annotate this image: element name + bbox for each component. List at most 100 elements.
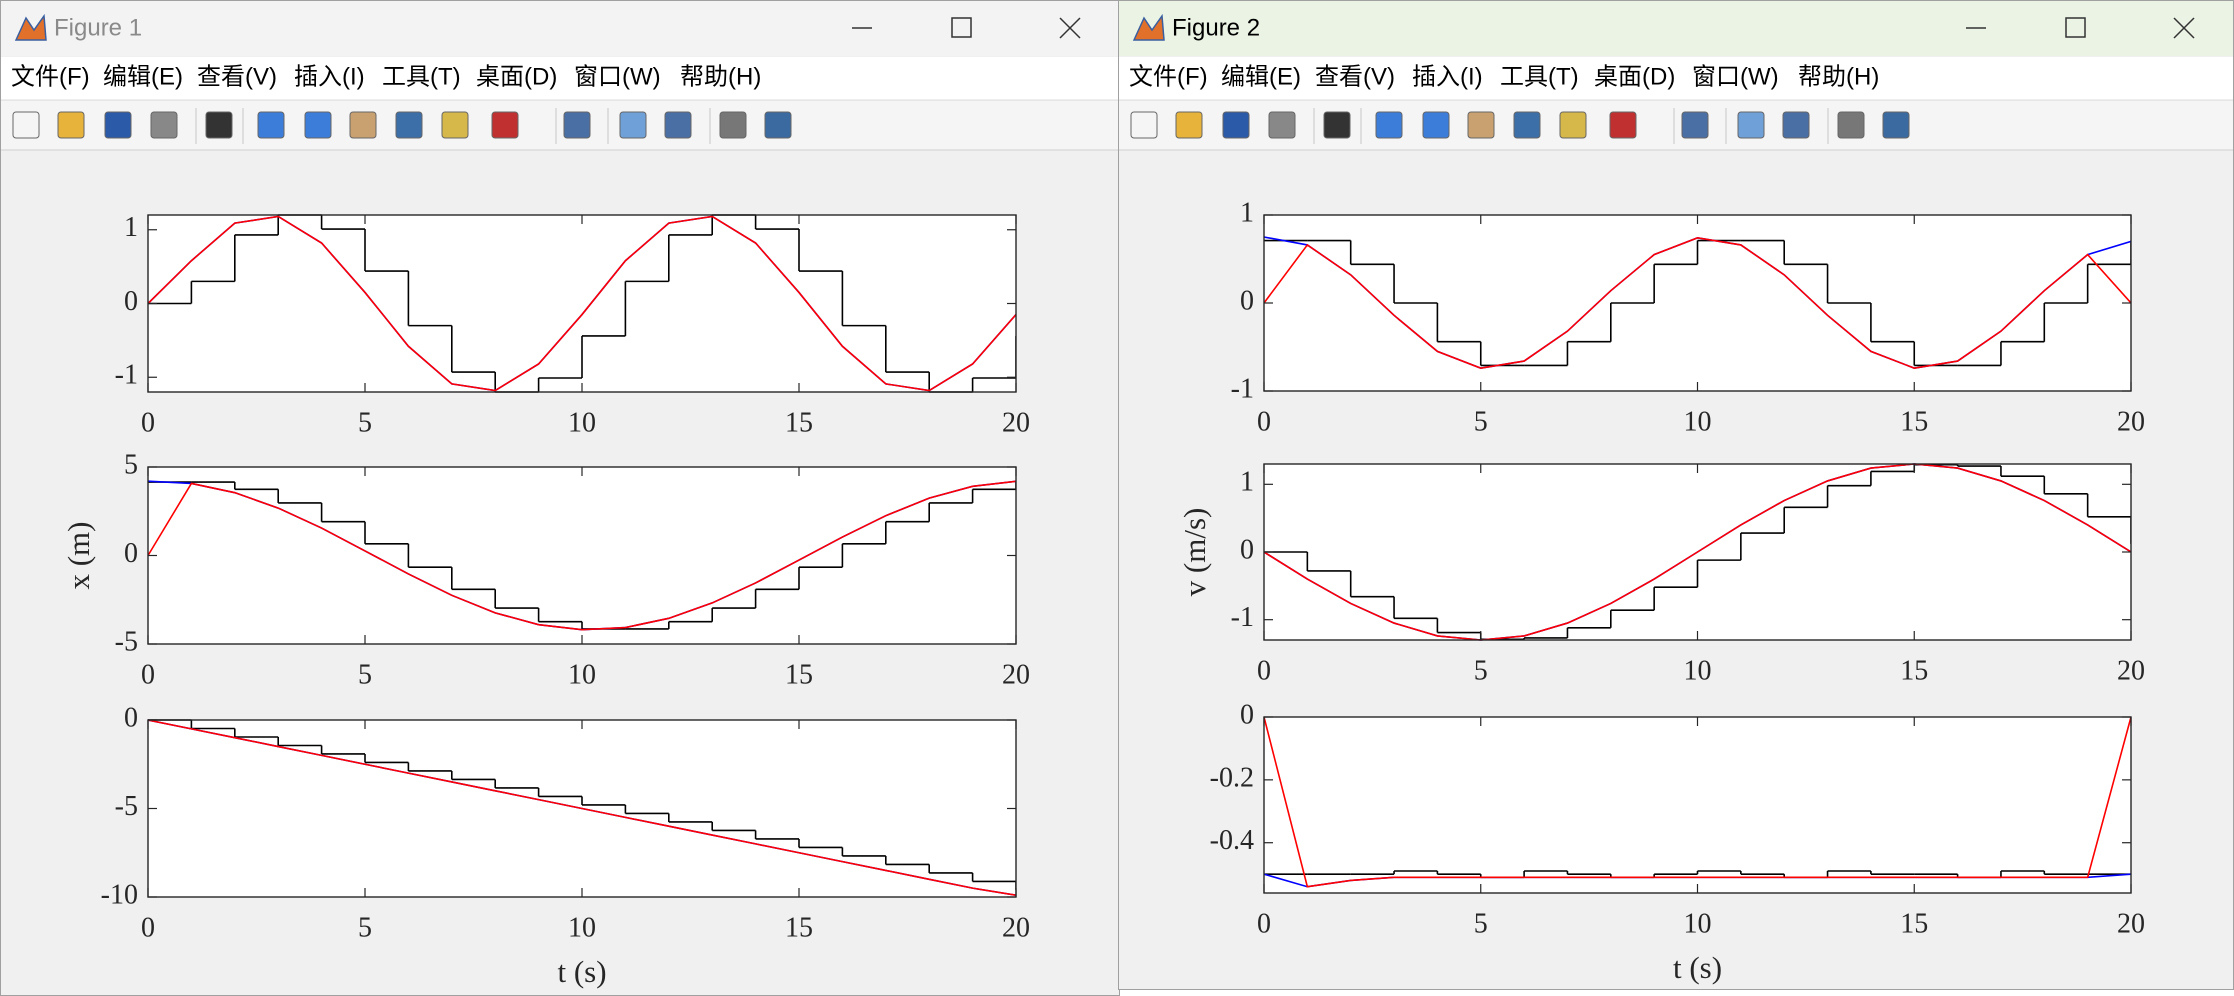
menu-item[interactable]: 帮助(H)	[680, 63, 761, 90]
toolbar-button[interactable]	[1882, 111, 1910, 139]
toolbar-button[interactable]	[1609, 111, 1637, 139]
x-tick-label: 0	[141, 659, 155, 690]
app-icon	[14, 13, 47, 41]
y-tick-label: 1	[1240, 197, 1254, 228]
toolbar-button[interactable]	[1737, 111, 1765, 139]
toolbar	[1119, 101, 2233, 150]
y-tick-label: -1	[1231, 373, 1254, 404]
x-tick-label: 10	[1684, 655, 1712, 686]
data-line	[1264, 463, 2131, 641]
toolbar-button[interactable]	[1837, 111, 1865, 139]
x-tick-label: 5	[1474, 908, 1488, 939]
toolbar-button[interactable]	[304, 111, 332, 139]
toolbar-button[interactable]	[1268, 111, 1296, 139]
menu-item[interactable]: 窗口(W)	[1692, 63, 1779, 90]
y-tick-label: -0.2	[1210, 762, 1254, 793]
menu-bar	[1119, 57, 2233, 100]
menu-item[interactable]: 编辑(E)	[1221, 63, 1301, 90]
toolbar-button[interactable]	[441, 111, 469, 139]
menu-item[interactable]: 编辑(E)	[103, 63, 183, 90]
toolbar-button[interactable]	[12, 111, 40, 139]
menu-item[interactable]: 工具(T)	[382, 63, 461, 90]
toolbar-button[interactable]	[1467, 111, 1495, 139]
toolbar-button[interactable]	[1175, 111, 1203, 139]
toolbar-button[interactable]	[1323, 111, 1351, 139]
y-tick-label: -5	[115, 626, 138, 657]
menu-item[interactable]: 插入(I)	[1412, 63, 1483, 90]
x-tick-label: 5	[358, 407, 372, 438]
y-axis-label: v (m/s)	[1177, 508, 1212, 597]
toolbar-button[interactable]	[664, 111, 692, 139]
menu-item[interactable]: 查看(V)	[197, 63, 277, 90]
menu-item[interactable]: 窗口(W)	[574, 63, 661, 90]
menu-item[interactable]: 帮助(H)	[1798, 63, 1879, 90]
y-axis-label: x (m)	[61, 521, 96, 589]
y-tick-label: 0	[1240, 699, 1254, 730]
menu-item[interactable]: 桌面(D)	[1594, 63, 1675, 90]
menu-item[interactable]: 文件(F)	[11, 63, 90, 90]
close-button[interactable]	[1059, 17, 1081, 39]
toolbar-button[interactable]	[1513, 111, 1541, 139]
plot-area	[148, 467, 1016, 644]
axes: 0 5 10 15 20 -10 -5 0 t (s)	[101, 702, 1030, 989]
menu-item[interactable]: 文件(F)	[1129, 63, 1208, 90]
toolbar-button[interactable]	[57, 111, 85, 139]
title-bar	[1119, 1, 2233, 56]
data-line	[1264, 716, 2131, 888]
x-tick-label: 15	[1900, 908, 1928, 939]
menu-item[interactable]: 工具(T)	[1500, 63, 1579, 90]
y-tick-label: 0	[1240, 285, 1254, 316]
data-line	[1264, 237, 2131, 369]
toolbar-button[interactable]	[619, 111, 647, 139]
y-tick-label: -1	[1231, 602, 1254, 633]
toolbar-button[interactable]	[563, 111, 591, 139]
x-tick-label: 20	[2117, 908, 2145, 939]
x-tick-label: 15	[1900, 406, 1928, 437]
x-tick-label: 10	[1684, 406, 1712, 437]
toolbar-button[interactable]	[257, 111, 285, 139]
toolbar	[1, 101, 1119, 150]
x-tick-label: 5	[358, 659, 372, 690]
x-tick-label: 10	[568, 912, 596, 943]
toolbar-button[interactable]	[1130, 111, 1158, 139]
window-title: Figure 2	[1172, 14, 1260, 41]
toolbar-button[interactable]	[1681, 111, 1709, 139]
axes: 0 5 10 15 20 -0.4 -0.2 0 t (s)	[1210, 699, 2145, 985]
toolbar-button[interactable]	[104, 111, 132, 139]
close-button[interactable]	[2173, 17, 2195, 39]
toolbar-button[interactable]	[764, 111, 792, 139]
toolbar-button[interactable]	[1222, 111, 1250, 139]
x-tick-label: 20	[1002, 912, 1030, 943]
x-axis-label: t (s)	[1673, 950, 1722, 985]
x-tick-label: 0	[1257, 908, 1271, 939]
axes: 0 5 10 15 20-101	[1231, 197, 2145, 437]
x-tick-label: 15	[1900, 655, 1928, 686]
menu-item[interactable]: 桌面(D)	[476, 63, 557, 90]
maximize-button[interactable]	[951, 17, 972, 38]
toolbar-button[interactable]	[1422, 111, 1450, 139]
x-tick-label: 15	[785, 659, 813, 690]
maximize-button[interactable]	[2065, 17, 2086, 38]
toolbar-button[interactable]	[1559, 111, 1587, 139]
toolbar-button[interactable]	[349, 111, 377, 139]
toolbar-button[interactable]	[395, 111, 423, 139]
toolbar-button[interactable]	[491, 111, 519, 139]
toolbar-button[interactable]	[1782, 111, 1810, 139]
y-tick-label: 1	[1240, 467, 1254, 498]
x-tick-label: 20	[1002, 659, 1030, 690]
x-tick-label: 0	[1257, 406, 1271, 437]
data-line	[148, 480, 1016, 631]
x-tick-label: 0	[141, 912, 155, 943]
menu-item[interactable]: 查看(V)	[1315, 63, 1395, 90]
toolbar-button[interactable]	[150, 111, 178, 139]
menu-item[interactable]: 插入(I)	[294, 63, 365, 90]
toolbar-button[interactable]	[719, 111, 747, 139]
x-tick-label: 5	[1474, 655, 1488, 686]
toolbar-button[interactable]	[205, 111, 233, 139]
y-tick-label: 0	[1240, 534, 1254, 565]
toolbar-button[interactable]	[1375, 111, 1403, 139]
